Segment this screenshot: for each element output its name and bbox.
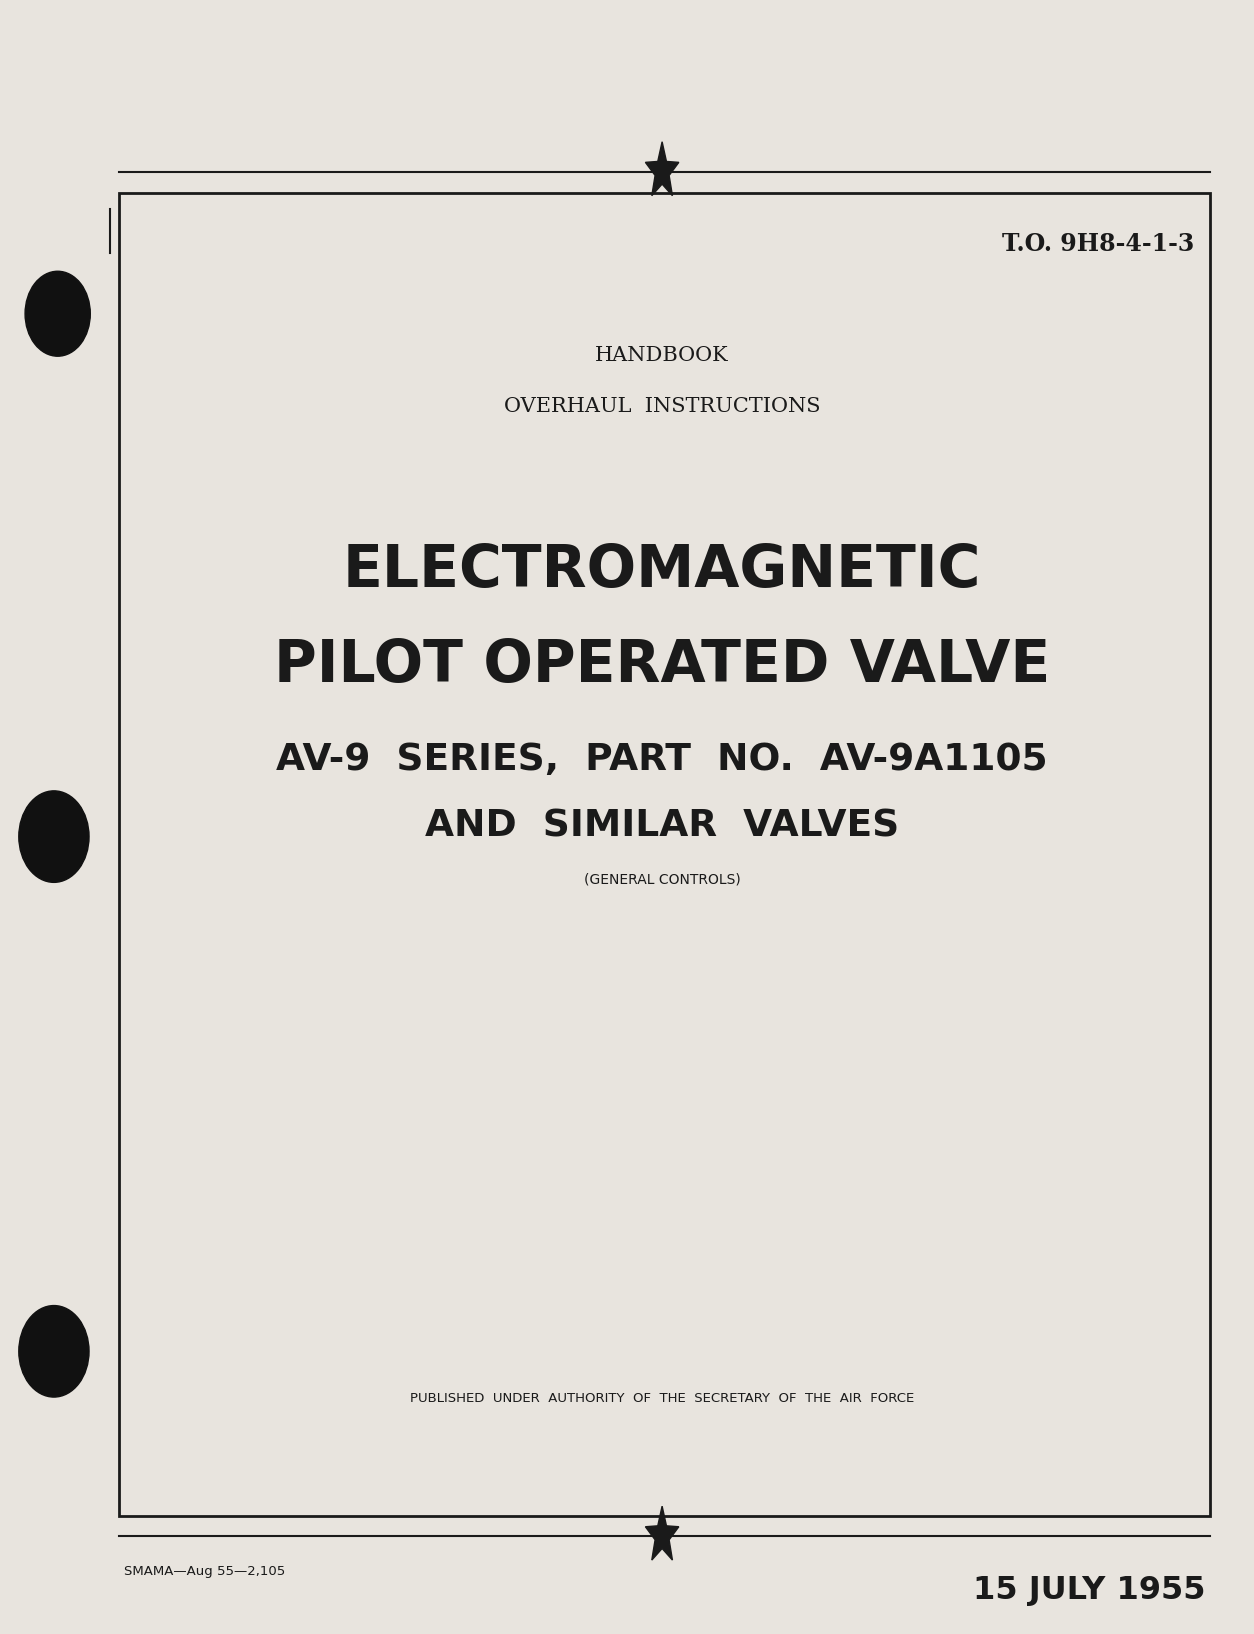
Text: AND  SIMILAR  VALVES: AND SIMILAR VALVES <box>425 809 899 845</box>
Circle shape <box>19 1306 89 1397</box>
Bar <box>119 193 1210 1516</box>
Text: (GENERAL CONTROLS): (GENERAL CONTROLS) <box>583 873 740 887</box>
Text: PILOT OPERATED VALVE: PILOT OPERATED VALVE <box>273 637 1051 694</box>
Text: OVERHAUL  INSTRUCTIONS: OVERHAUL INSTRUCTIONS <box>504 397 820 417</box>
Text: AV-9  SERIES,  PART  NO.  AV-9A1105: AV-9 SERIES, PART NO. AV-9A1105 <box>276 742 1048 778</box>
Text: SMAMA—Aug 55—2,105: SMAMA—Aug 55—2,105 <box>124 1565 286 1578</box>
Text: PUBLISHED  UNDER  AUTHORITY  OF  THE  SECRETARY  OF  THE  AIR  FORCE: PUBLISHED UNDER AUTHORITY OF THE SECRETA… <box>410 1392 914 1405</box>
Circle shape <box>25 271 90 356</box>
Polygon shape <box>646 1507 678 1560</box>
Text: HANDBOOK: HANDBOOK <box>596 346 729 366</box>
Text: T.O. 9H8-4-1-3: T.O. 9H8-4-1-3 <box>1002 232 1194 257</box>
Circle shape <box>19 791 89 882</box>
Polygon shape <box>646 142 678 196</box>
Text: 15 JULY 1955: 15 JULY 1955 <box>973 1575 1205 1606</box>
Text: ELECTROMAGNETIC: ELECTROMAGNETIC <box>342 542 982 600</box>
